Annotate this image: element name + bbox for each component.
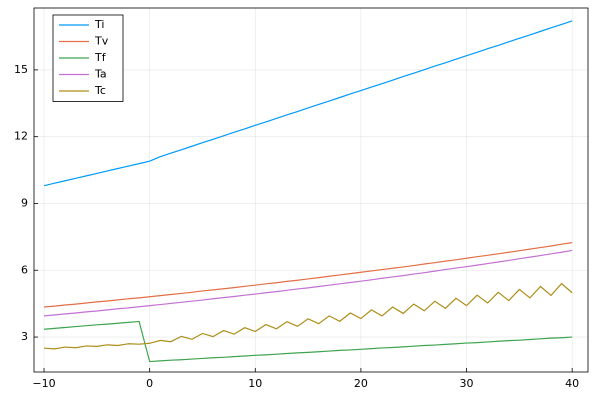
y-tick-label: 6 xyxy=(21,263,28,276)
y-tick-label: 15 xyxy=(14,63,28,76)
series-line xyxy=(43,282,573,350)
legend-label: Ta xyxy=(94,68,107,81)
legend-label: Tf xyxy=(94,51,107,64)
x-tick-label: −10 xyxy=(32,377,55,390)
legend-label: Tc xyxy=(94,84,106,97)
legend-label: Ti xyxy=(94,18,104,31)
x-tick-label: 30 xyxy=(460,377,474,390)
x-tick-label: 0 xyxy=(146,377,153,390)
series-line xyxy=(43,249,573,317)
y-tick-label: 12 xyxy=(14,130,28,143)
x-tick-label: 40 xyxy=(565,377,579,390)
y-tick-label: 3 xyxy=(21,330,28,343)
y-tick-label: 9 xyxy=(21,196,28,209)
plot-frame xyxy=(33,7,589,373)
x-tick-label: 20 xyxy=(354,377,368,390)
series-line xyxy=(43,20,573,187)
x-tick-label: 10 xyxy=(248,377,262,390)
series-line xyxy=(43,320,573,363)
series-line xyxy=(43,242,573,308)
legend-label: Tv xyxy=(94,35,109,48)
